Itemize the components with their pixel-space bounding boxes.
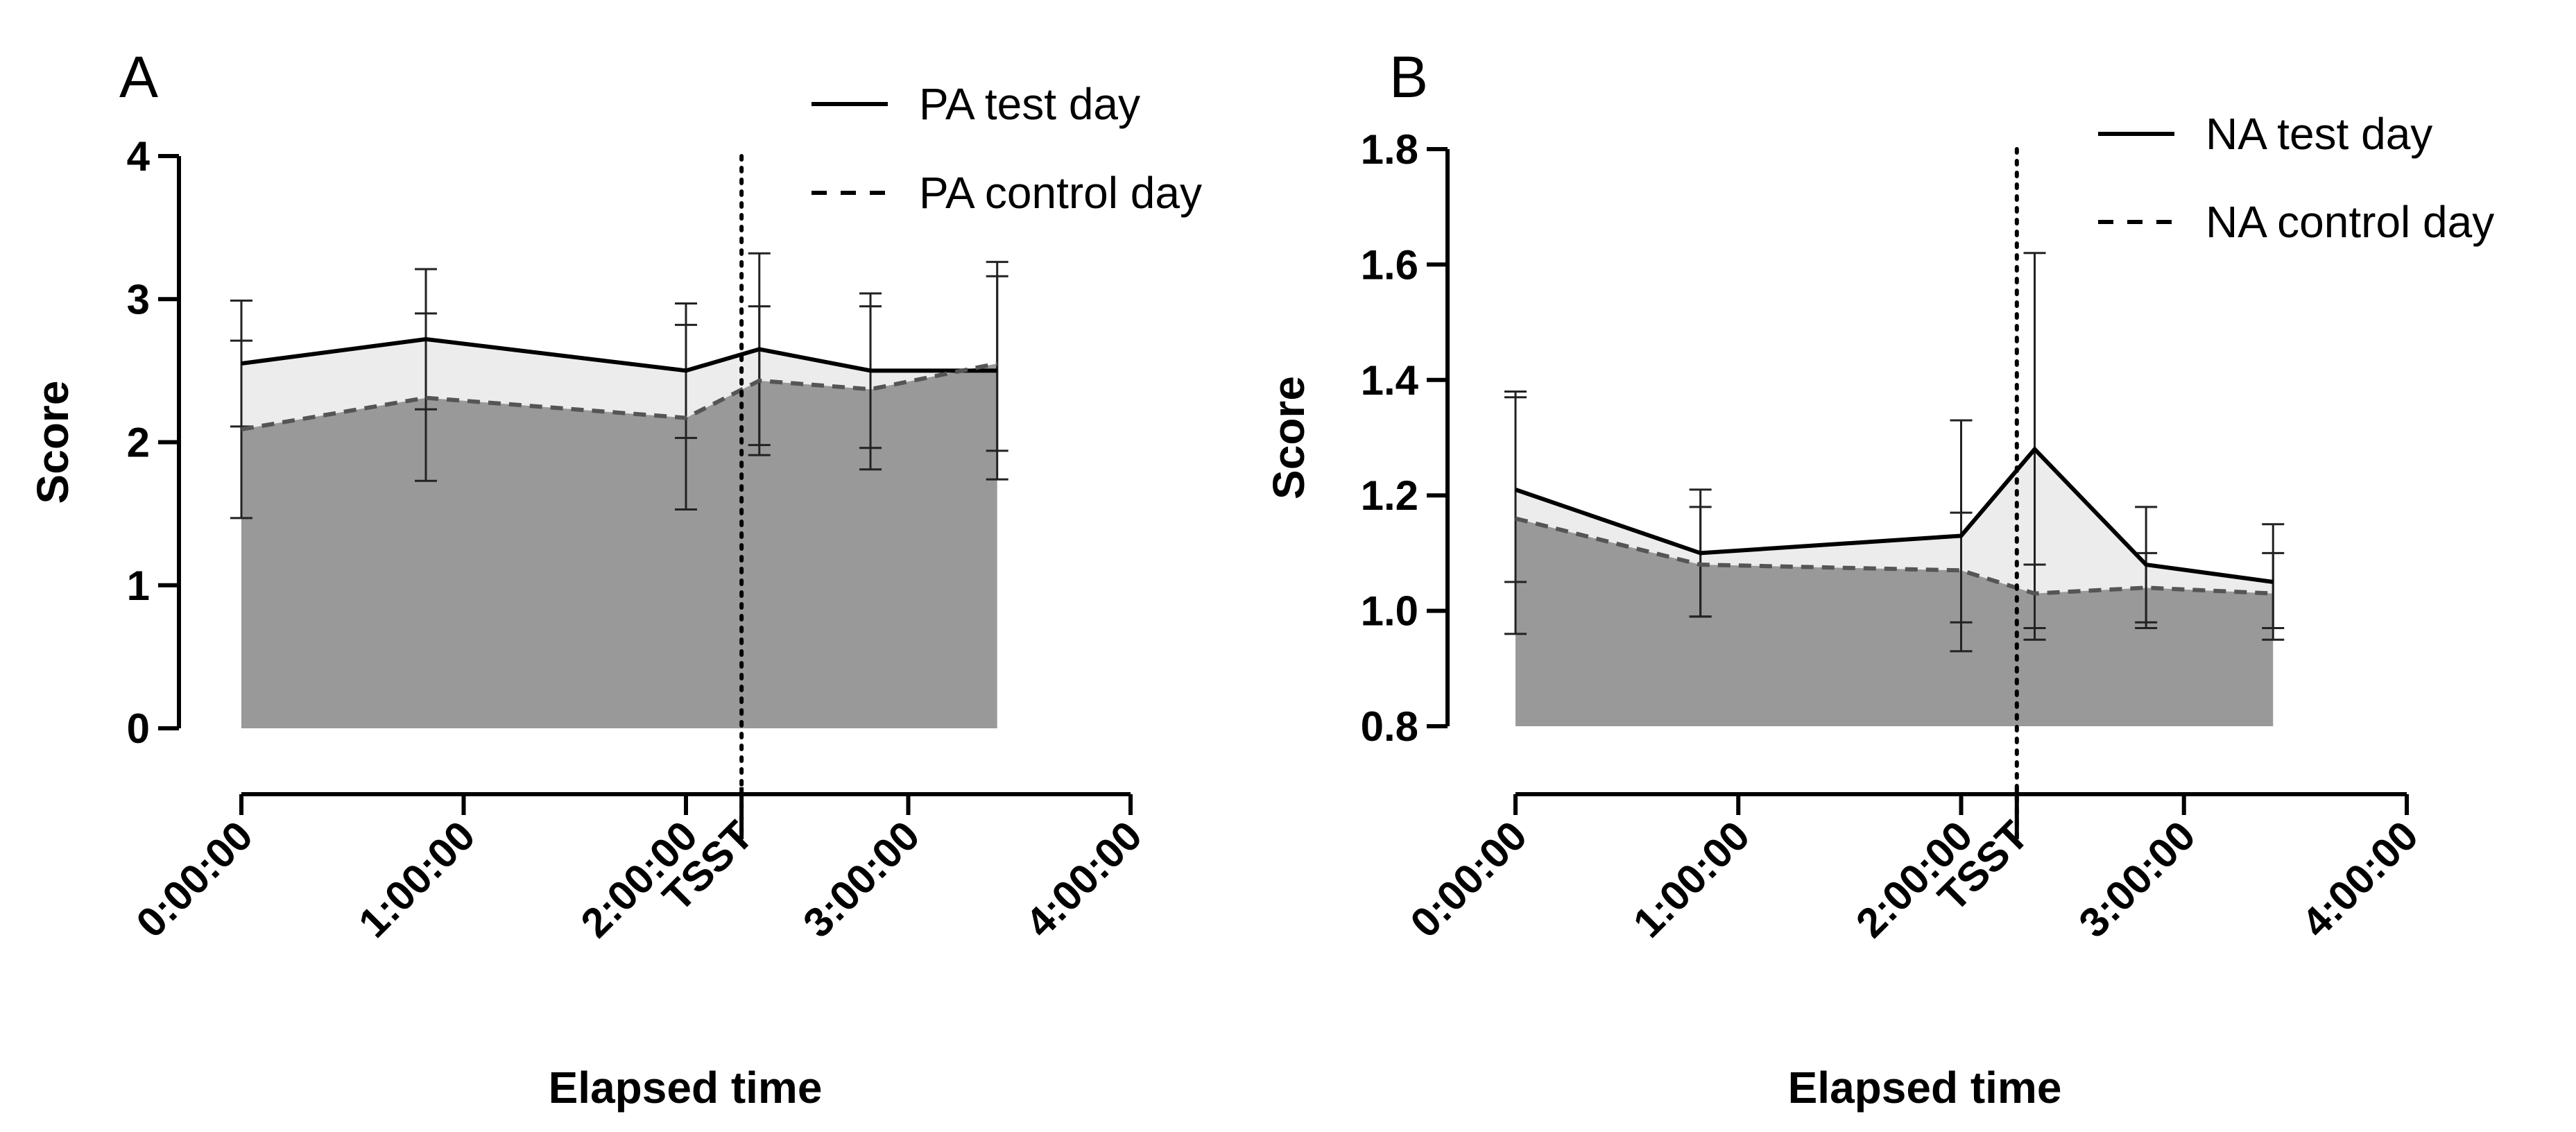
x-tick-label: 1:00:00 xyxy=(1624,812,1759,947)
series-line-test-day xyxy=(241,336,997,373)
difference-area xyxy=(241,339,997,429)
legend-label-control-day: NA control day xyxy=(2206,197,2494,247)
series-line-test-day xyxy=(1515,446,2274,584)
y-tick-label: 3 xyxy=(127,276,150,323)
y-tick-label: 1 xyxy=(127,563,150,609)
legend-label-control-day: PA control day xyxy=(919,168,1202,218)
y-tick-label: 4 xyxy=(127,133,151,180)
y-tick-label: 1.6 xyxy=(1361,241,1418,288)
panel-letter: B xyxy=(1389,44,1428,110)
y-axis-title: Score xyxy=(1264,376,1314,499)
x-tick-label: 3:00:00 xyxy=(794,812,929,947)
x-tick-label: 4:00:00 xyxy=(2293,812,2428,947)
panel-letter: A xyxy=(119,44,158,110)
legend-label-test-day: NA test day xyxy=(2206,109,2432,159)
y-tick-label: 1.2 xyxy=(1361,472,1418,519)
y-axis-title: Score xyxy=(28,381,78,504)
series-line-control-day xyxy=(241,361,998,431)
x-tick-label: 1:00:00 xyxy=(350,812,484,947)
y-tick-label: 1.0 xyxy=(1361,588,1418,635)
y-tick-label: 0 xyxy=(127,705,150,752)
series-line-control-day xyxy=(1515,516,2274,596)
control-area xyxy=(241,363,997,728)
y-tick-label: 2 xyxy=(127,420,150,466)
panel-b: 0.81.01.21.41.61.80:00:00 1:00:00 2:00:00 3… xyxy=(1264,44,2494,1113)
x-tick-label: 4:00:00 xyxy=(1017,812,1151,947)
legend-label-test-day: PA test day xyxy=(919,79,1140,129)
y-tick-label: 1.4 xyxy=(1361,357,1419,404)
x-axis-title: Elapsed time xyxy=(1788,1063,2062,1113)
x-tick-label: 3:00:00 xyxy=(2070,812,2204,947)
control-area xyxy=(1515,518,2274,726)
x-tick-label: 0:00:00 xyxy=(1402,812,1536,947)
x-tick-label: 0:00:00 xyxy=(128,812,262,947)
difference-area xyxy=(1515,449,2274,594)
x-axis-title: Elapsed time xyxy=(549,1063,823,1113)
y-tick-label: 1.8 xyxy=(1361,126,1418,173)
y-tick-label: 0.8 xyxy=(1361,703,1418,750)
